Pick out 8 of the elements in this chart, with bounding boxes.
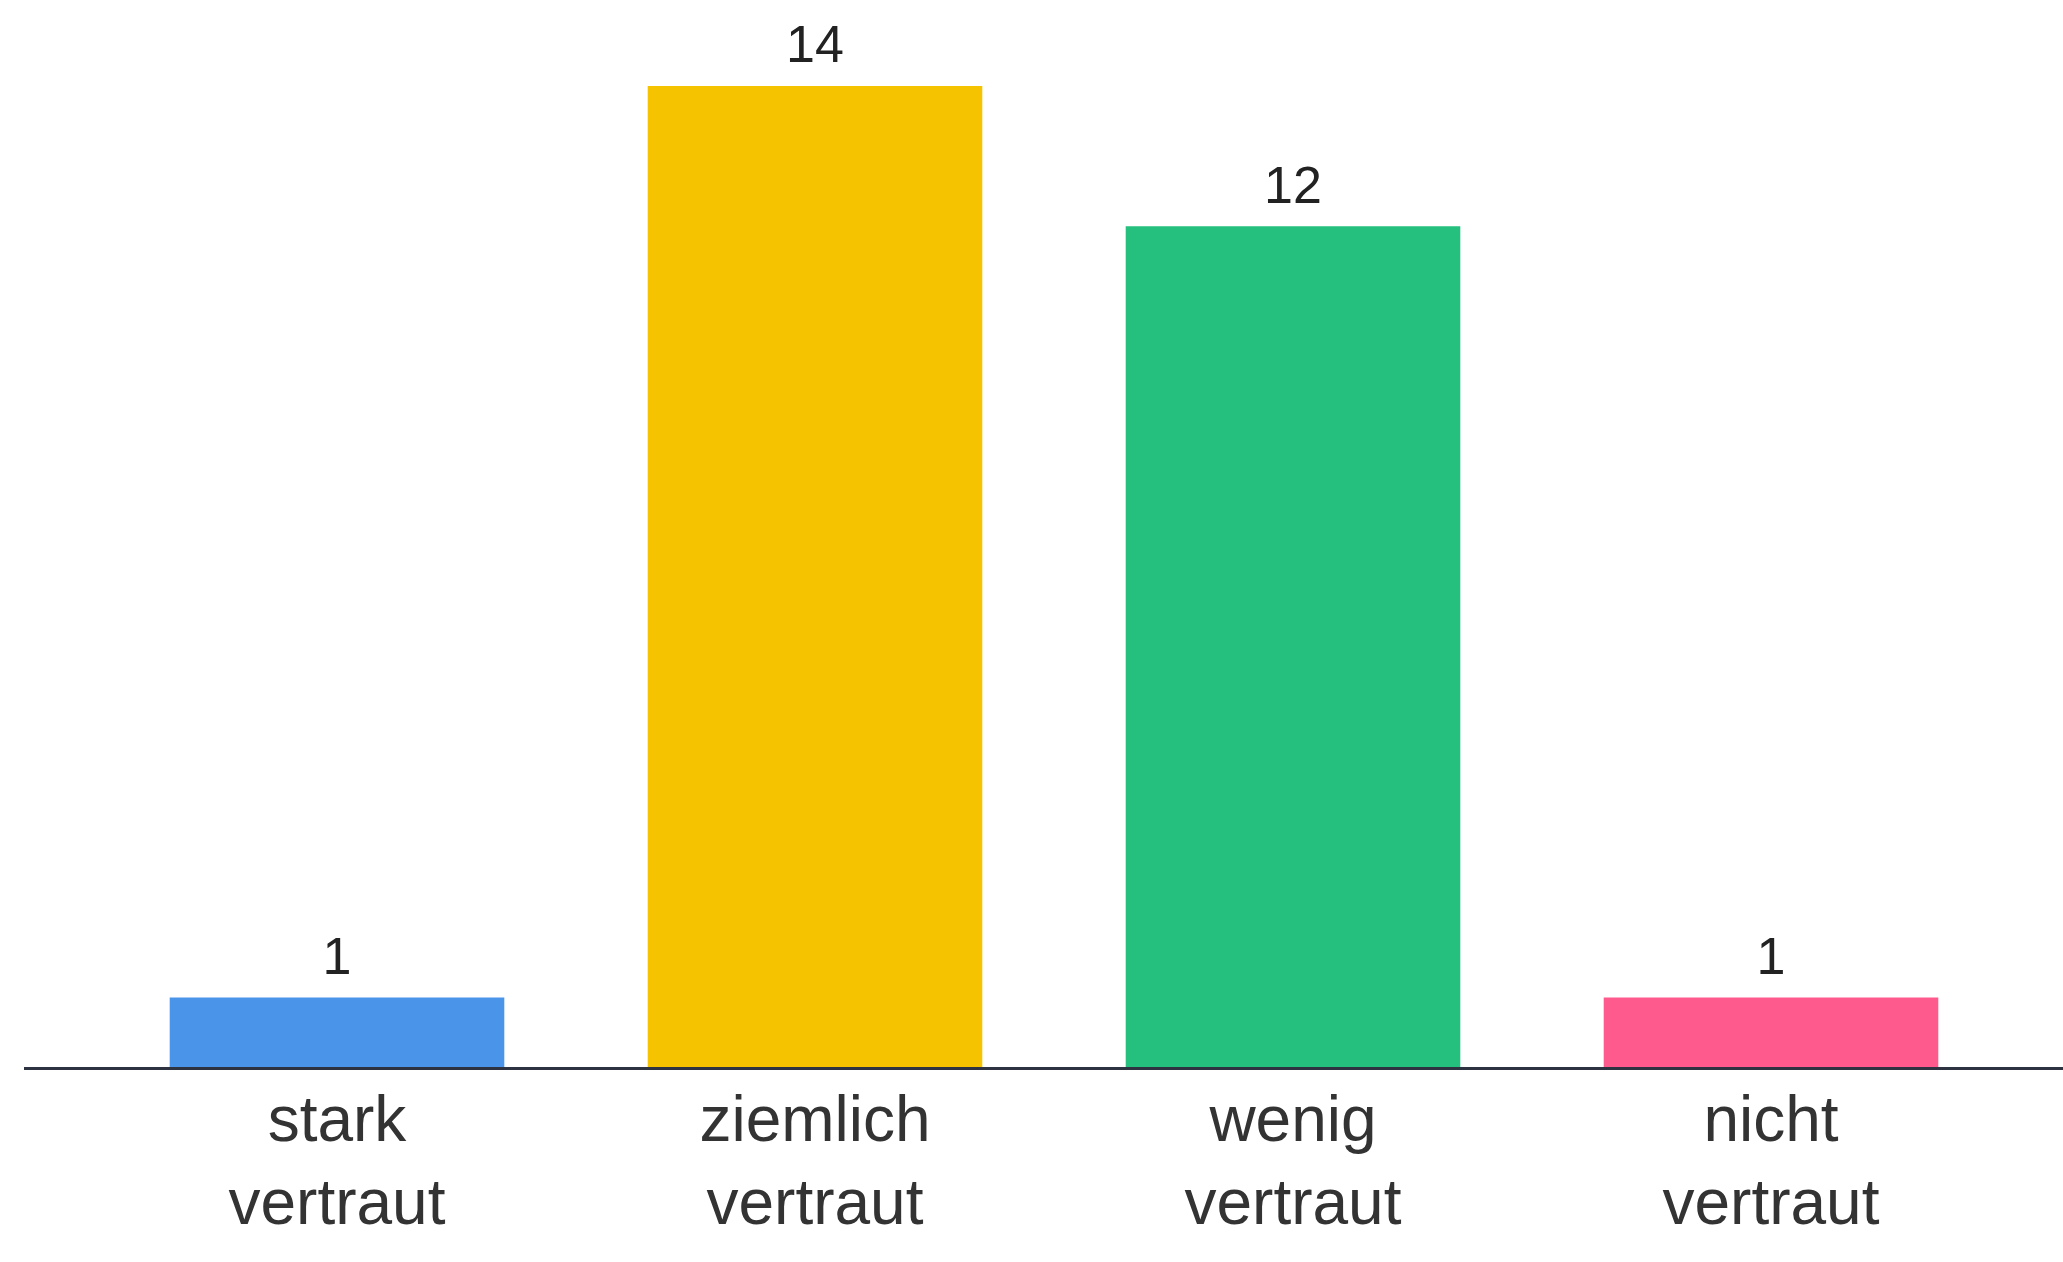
data-label: 1 xyxy=(1756,926,1786,985)
data-label: 12 xyxy=(1264,155,1322,214)
data-label: 14 xyxy=(786,15,844,74)
x-tick-label: wenig vertraut xyxy=(1184,1082,1402,1239)
data-label: 1 xyxy=(322,926,352,985)
x-tick-label: stark vertraut xyxy=(228,1082,446,1239)
x-tick-label: nicht vertraut xyxy=(1662,1082,1880,1239)
x-tick-label: ziemlich vertraut xyxy=(699,1082,931,1239)
